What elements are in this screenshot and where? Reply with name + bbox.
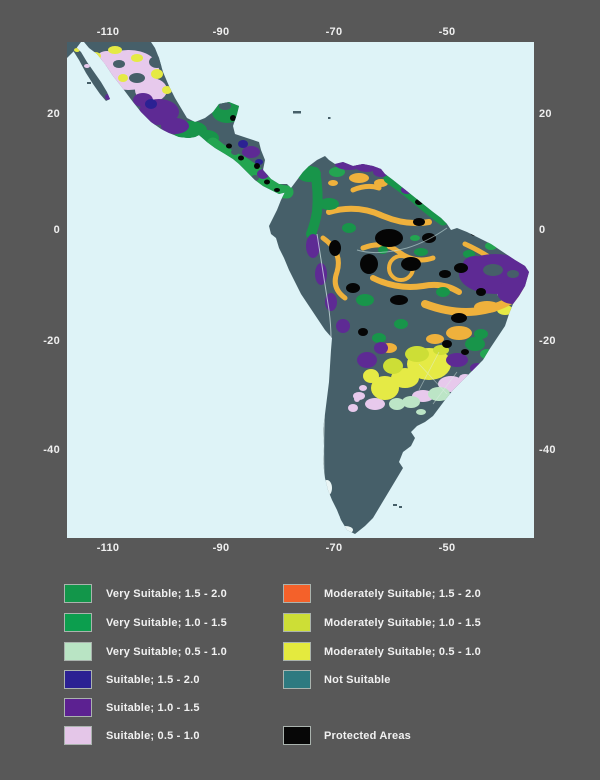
legend-label: Suitable; 1.5 - 2.0	[106, 673, 200, 686]
axis-label-right-0: 20	[539, 108, 552, 120]
legend-swatch-mod-suitable-05-10	[283, 642, 311, 661]
legend-swatch-suitable-15-20	[64, 670, 92, 689]
legend-item-not-suitable: Not Suitable	[283, 669, 391, 690]
legend-item-suitable-15-20: Suitable; 1.5 - 2.0	[64, 669, 200, 690]
axis-label-top-3: -50	[438, 26, 456, 38]
legend-label: Moderately Suitable; 1.0 - 1.5	[324, 616, 481, 629]
legend-item-suitable-05-10: Suitable; 0.5 - 1.0	[64, 725, 200, 746]
axis-label-bottom-3: -50	[438, 542, 456, 554]
legend-item-very-suitable-05-10: Very Suitable; 0.5 - 1.0	[64, 641, 227, 662]
legend-swatch-suitable-05-10	[64, 726, 92, 745]
map-graphic	[67, 42, 534, 538]
legend-swatch-mod-suitable-15-20	[283, 584, 311, 603]
patches-protected	[226, 115, 486, 355]
map-panel	[67, 42, 534, 538]
legend-item-suitable-10-15: Suitable; 1.0 - 1.5	[64, 697, 200, 718]
legend-swatch-very-suitable-15-20	[64, 584, 92, 603]
legend-item-very-suitable-15-20: Very Suitable; 1.5 - 2.0	[64, 583, 227, 604]
axis-label-left-2: -20	[43, 335, 60, 347]
legend-item-mod-suitable-05-10: Moderately Suitable; 0.5 - 1.0	[283, 641, 481, 662]
legend-swatch-not-suitable	[283, 670, 311, 689]
axis-label-right-2: -20	[539, 335, 556, 347]
island-dot	[328, 117, 331, 119]
legend-swatch-very-suitable-10-15	[64, 613, 92, 632]
legend-label: Very Suitable; 0.5 - 1.0	[106, 645, 227, 658]
patches-pale-green	[389, 291, 505, 415]
axis-label-top-2: -70	[325, 26, 343, 38]
suitability-mosaic	[74, 46, 529, 534]
legend-label: Very Suitable; 1.0 - 1.5	[106, 616, 227, 629]
legend-swatch-protected-areas	[283, 726, 311, 745]
legend-label: Very Suitable; 1.5 - 2.0	[106, 587, 227, 600]
island-jamaica	[293, 111, 301, 114]
axis-label-bottom-2: -70	[325, 542, 343, 554]
legend-item-mod-suitable-15-20: Moderately Suitable; 1.5 - 2.0	[283, 583, 481, 604]
patches-slate	[113, 56, 519, 278]
axis-label-top-1: -90	[212, 26, 230, 38]
axis-label-right-3: -40	[539, 444, 556, 456]
axis-label-left-0: 20	[47, 108, 60, 120]
legend-item-protected-areas: Protected Areas	[283, 725, 411, 746]
legend-label: Moderately Suitable; 0.5 - 1.0	[324, 645, 481, 658]
legend-label: Protected Areas	[324, 729, 411, 742]
legend-label: Moderately Suitable; 1.5 - 2.0	[324, 587, 481, 600]
legend-swatch-suitable-10-15	[64, 698, 92, 717]
axis-label-bottom-1: -90	[212, 542, 230, 554]
legend-swatch-very-suitable-05-10	[64, 642, 92, 661]
axis-label-right-1: 0	[539, 224, 546, 236]
axis-label-left-1: 0	[53, 224, 60, 236]
legend-item-very-suitable-10-15: Very Suitable; 1.0 - 1.5	[64, 612, 227, 633]
axis-label-top-0: -110	[96, 26, 120, 38]
island-falkland	[393, 504, 397, 506]
legend-label: Suitable; 0.5 - 1.0	[106, 729, 200, 742]
patches-green-bands	[306, 167, 449, 239]
legend-swatch-mod-suitable-10-15	[283, 613, 311, 632]
legend-label: Suitable; 1.0 - 1.5	[106, 701, 200, 714]
axis-label-bottom-0: -110	[96, 542, 120, 554]
axis-label-left-3: -40	[43, 444, 60, 456]
patches-yellow-green	[383, 345, 449, 374]
legend-label: Not Suitable	[324, 673, 391, 686]
landmass-baja-california	[71, 46, 110, 101]
legend-item-mod-suitable-10-15: Moderately Suitable; 1.0 - 1.5	[283, 612, 481, 633]
